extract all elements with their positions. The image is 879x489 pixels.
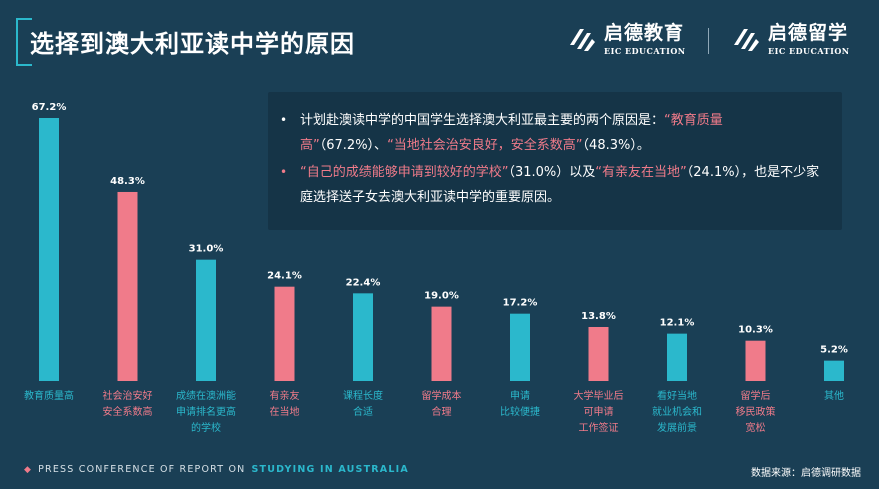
bar-value-label: 17.2% [503, 298, 538, 309]
category-label: 发展前景 [657, 421, 697, 434]
category-label: 有亲友 [270, 389, 300, 402]
category-label: 社会治安好 [103, 389, 153, 402]
category-label: 其他 [824, 389, 844, 402]
highlight-text: “当地社会治安良好，安全系数高” [387, 138, 583, 153]
category-label: 安全系数高 [103, 405, 153, 418]
bar-value-label: 5.2% [820, 345, 848, 356]
category-label: 成绩在澳洲能 [176, 389, 236, 402]
bar [745, 340, 766, 381]
bar-value-label: 10.3% [738, 325, 773, 336]
bar-value-label: 12.1% [660, 318, 695, 329]
title-bracket [16, 18, 32, 66]
eic-logo-icon [734, 29, 759, 51]
bar [667, 333, 687, 381]
brand-logo-education: 启德教育 EIC EDUCATION [566, 22, 686, 56]
footer-accent-text: STUDYING IN AUSTRALIA [251, 464, 409, 475]
bar-value-label: 24.1% [267, 271, 302, 282]
brand-name-cn: 启德教育 [604, 22, 685, 44]
category-label: 的学校 [191, 421, 221, 434]
category-label: 就业机会和 [652, 405, 702, 418]
category-label: 大学毕业后 [574, 389, 624, 402]
summary-bullet-2: • “自己的成绩能够申请到较好的学校”（31.0%）以及“有亲友在当地”（24.… [280, 160, 820, 210]
bar-value-label: 19.0% [424, 291, 459, 302]
bar [117, 191, 138, 381]
bar-value-label: 22.4% [346, 277, 381, 288]
footer-banner: ◆ PRESS CONFERENCE OF REPORT ON STUDYING… [24, 464, 409, 475]
bar-value-label: 48.3% [110, 176, 145, 187]
category-label: 申请 [510, 389, 530, 402]
category-label: 留学成本 [422, 389, 462, 402]
bar [196, 259, 216, 381]
category-label: 在当地 [270, 405, 300, 418]
brand-name-en: EIC EDUCATION [768, 46, 850, 56]
bullet-text: （31.0%）以及 [508, 165, 596, 180]
diamond-icon: ◆ [24, 464, 33, 475]
highlight-text: “自己的成绩能够申请到较好的学校” [300, 165, 509, 180]
summary-box: • 计划赴澳读中学的中国学生选择澳大利亚最主要的两个原因是：“教育质量高”（67… [268, 92, 842, 230]
category-label: 申请排名更高 [176, 405, 236, 418]
category-label: 教育质量高 [24, 389, 74, 402]
brand-name-cn: 启德留学 [768, 22, 849, 44]
bar [39, 118, 59, 381]
category-label: 课程长度 [343, 389, 383, 402]
page-title: 选择到澳大利亚读中学的原因 [30, 30, 355, 58]
brand-divider [708, 28, 709, 54]
data-source: 数据来源：启德调研数据 [751, 468, 861, 479]
bar [510, 313, 530, 381]
bullet-text: （48.3%）。 [582, 138, 650, 153]
bullet-text: （24.1%），也是不少家庭选择送子女去澳大利亚读中学的重要原因。 [300, 165, 820, 205]
category-label: 工作签证 [579, 421, 619, 434]
bullet-text: （67.2%）、 [319, 138, 388, 153]
bar-value-label: 31.0% [189, 244, 224, 255]
eic-logo-icon [570, 29, 595, 51]
category-label: 比较便捷 [500, 405, 540, 418]
highlight-text: “有亲友在当地” [595, 165, 687, 180]
bar [588, 326, 609, 381]
footer-press-text: PRESS CONFERENCE OF REPORT ON [38, 464, 246, 475]
highlight-text: “教育质量高” [300, 113, 723, 153]
bullet-dot: • [280, 113, 288, 127]
category-label: 合适 [353, 405, 373, 418]
category-label: 留学后 [741, 389, 771, 402]
bar [353, 293, 373, 381]
brand-logo-study-abroad: 启德留学 EIC EDUCATION [730, 22, 850, 56]
bar [824, 360, 844, 381]
bar-value-label: 13.8% [581, 311, 616, 322]
brand-name-en: EIC EDUCATION [604, 46, 686, 56]
category-label: 合理 [432, 405, 452, 418]
bar [431, 306, 452, 381]
bullet-text: 计划赴澳读中学的中国学生选择澳大利亚最主要的两个原因是： [300, 113, 665, 128]
category-label: 看好当地 [657, 389, 697, 402]
bar-value-label: 67.2% [32, 102, 67, 113]
category-label: 宽松 [746, 421, 766, 434]
category-label: 移民政策 [736, 405, 776, 418]
bar [274, 286, 295, 381]
category-label: 可申请 [584, 405, 614, 418]
summary-bullet-1: • 计划赴澳读中学的中国学生选择澳大利亚最主要的两个原因是：“教育质量高”（67… [280, 108, 820, 158]
bullet-dot: • [280, 165, 288, 179]
